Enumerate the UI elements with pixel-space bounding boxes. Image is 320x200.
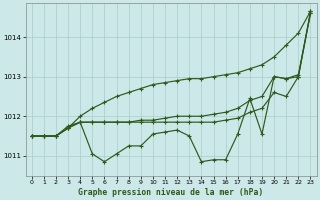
X-axis label: Graphe pression niveau de la mer (hPa): Graphe pression niveau de la mer (hPa) (78, 188, 264, 197)
